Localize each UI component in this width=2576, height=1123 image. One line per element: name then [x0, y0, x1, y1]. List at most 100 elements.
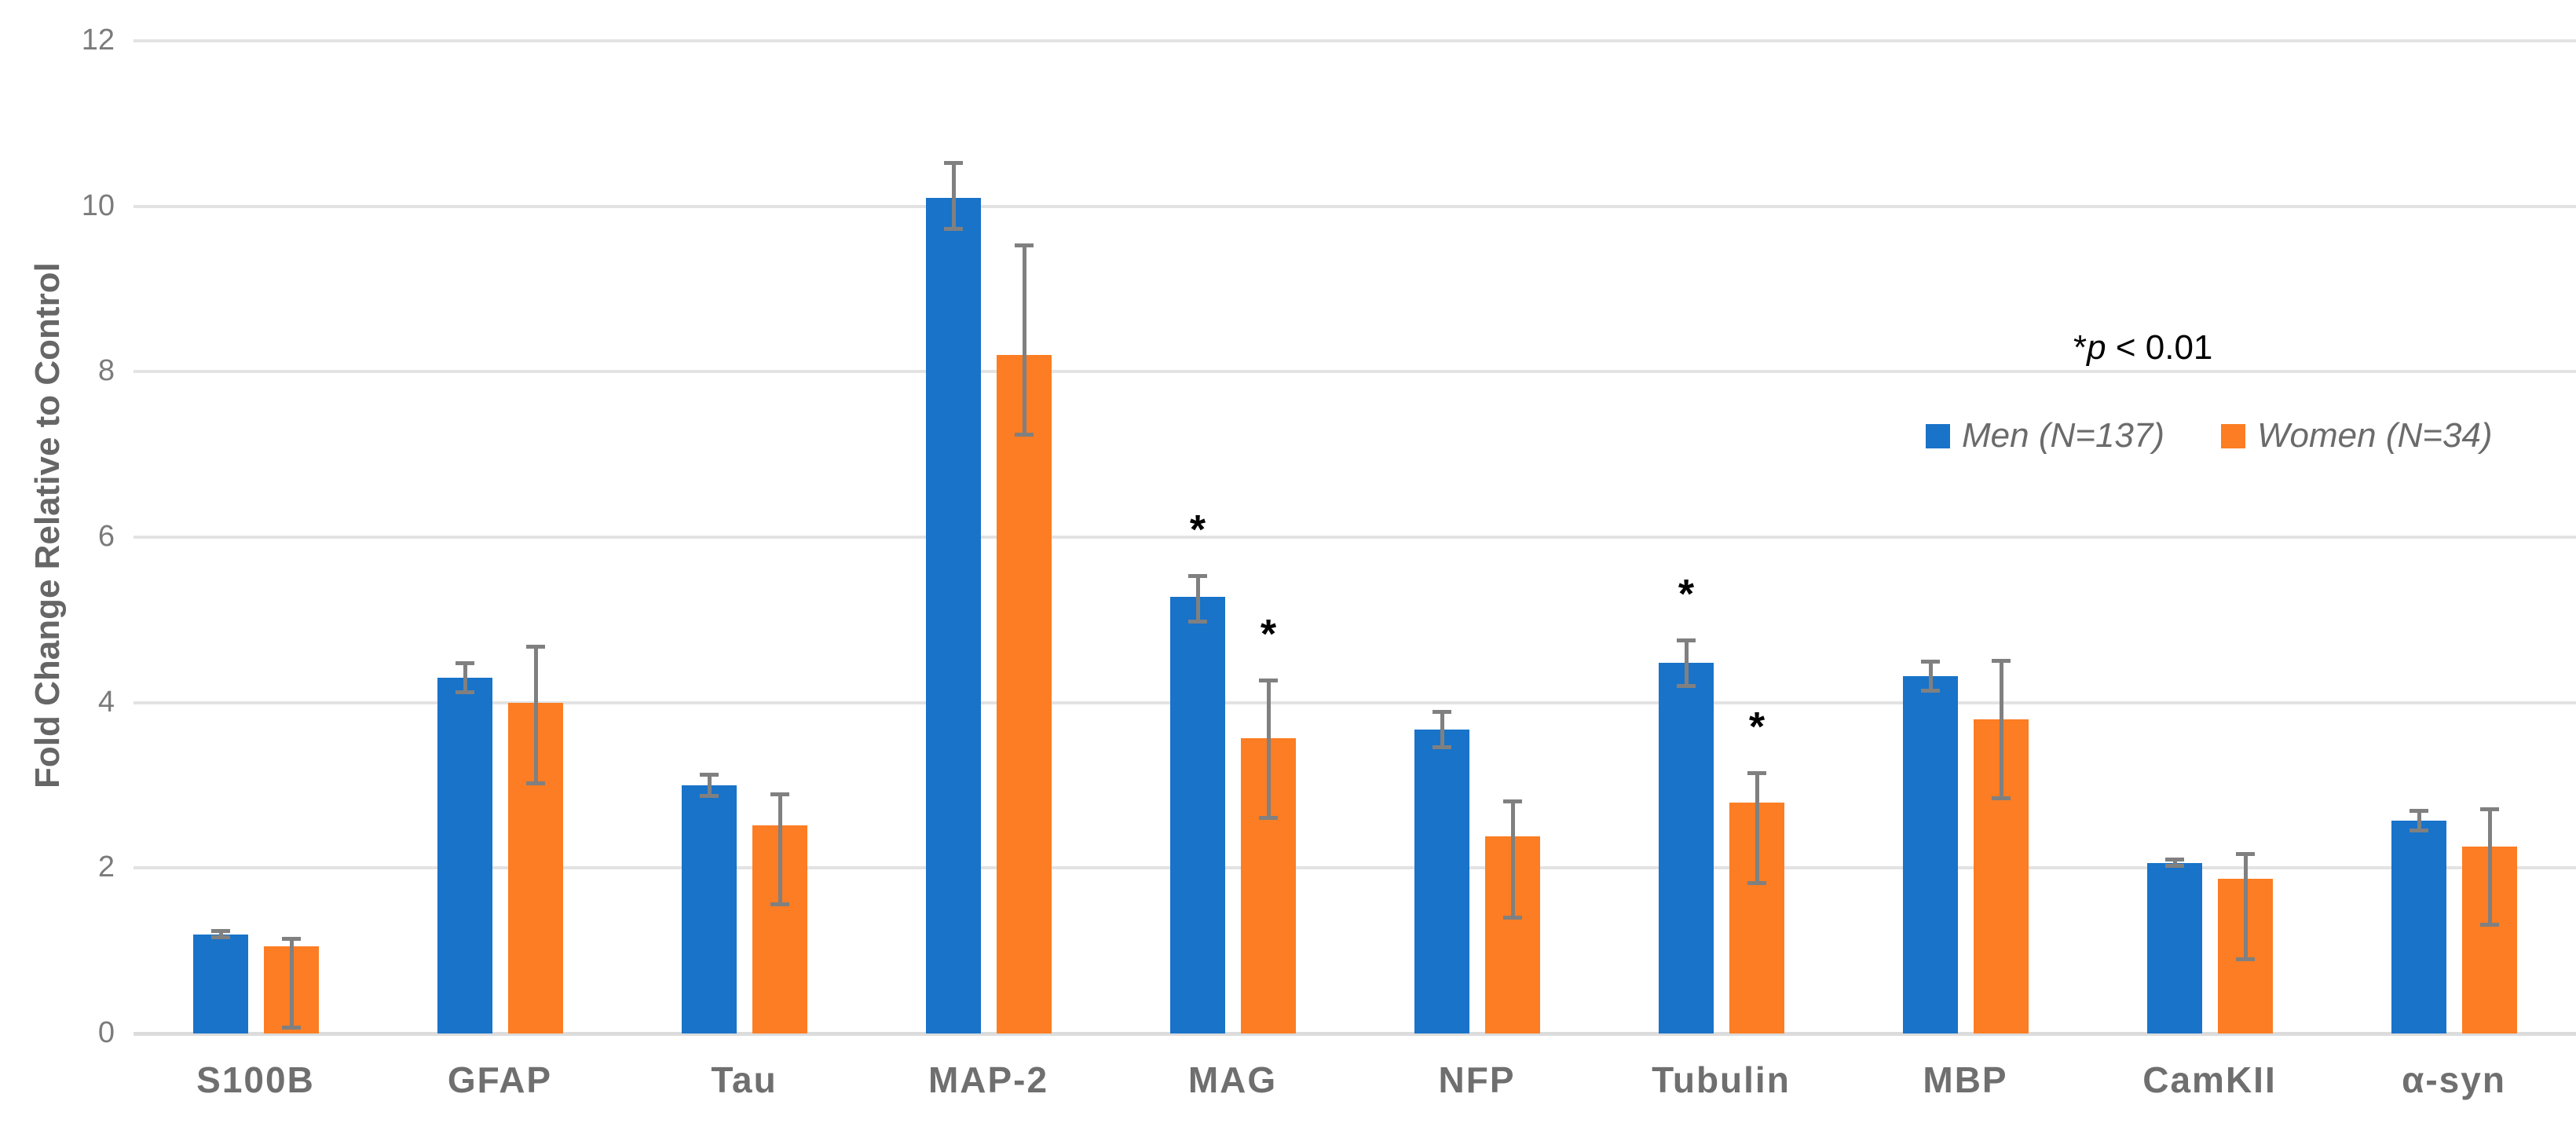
asterisk-women-MAG: * [1260, 612, 1277, 658]
error-bar-women-Tau-cap-bottom [770, 902, 789, 906]
error-bar-women-S100B-cap-bottom [282, 1025, 301, 1030]
men-series-swatch [1926, 423, 1950, 448]
error-bar-women-Tubulin-line [1755, 771, 1759, 886]
error-bar-women-MAP-2-cap-top [1015, 243, 1034, 248]
bar-men-MAG[interactable] [1170, 596, 1225, 1033]
significance-note-star: * [2073, 328, 2088, 367]
x-category-label-NFP: NFP [1438, 1059, 1516, 1100]
error-bar-women-S100B-cap-top [282, 936, 301, 941]
error-bar-women-α-syn-cap-top [2480, 807, 2499, 812]
error-bar-women-NFP-line [1510, 799, 1515, 920]
error-bar-women-MAG-line [1266, 679, 1271, 821]
error-bar-men-Tubulin-cap-top [1677, 638, 1696, 642]
error-bar-women-S100B-line [289, 936, 294, 1030]
asterisk-men-Tubulin: * [1678, 571, 1695, 617]
error-bar-men-MBP-line [1928, 659, 1933, 693]
error-bar-men-α-syn-cap-bottom [2410, 829, 2428, 833]
error-bar-men-MAP-2-cap-top [944, 160, 963, 165]
error-bar-women-GFAP-line [533, 644, 538, 785]
y-tick-label-10: 10 [81, 188, 115, 222]
bar-men-S100B[interactable] [193, 934, 248, 1033]
error-bar-women-NFP-cap-top [1503, 799, 1522, 803]
bar-men-Tau[interactable] [682, 785, 737, 1033]
error-bar-women-MBP-line [1999, 658, 2003, 800]
x-axis-line [134, 1032, 2576, 1036]
error-bar-women-MAG-cap-bottom [1259, 816, 1278, 821]
legend-item-women[interactable]: Women (N=34) [2221, 416, 2493, 455]
x-category-label-Tubulin: Tubulin [1652, 1059, 1791, 1100]
legend: Men (N=137) Women (N=34) [1926, 416, 2493, 455]
x-category-label-MBP: MBP [1923, 1059, 2008, 1100]
gridline-y-10 [134, 204, 2576, 208]
gridline-y-6 [134, 536, 2576, 540]
error-bar-women-Tubulin-cap-top [1747, 771, 1766, 776]
bar-men-MBP[interactable] [1903, 675, 1958, 1033]
error-bar-men-MAP-2-line [951, 160, 956, 232]
error-bar-men-α-syn-cap-top [2410, 808, 2428, 813]
error-bar-women-CamKII-line [2243, 852, 2248, 962]
error-bar-women-MBP-cap-bottom [1992, 796, 2011, 800]
women-series-swatch [2221, 423, 2246, 448]
bar-men-CamKII[interactable] [2147, 863, 2202, 1033]
error-bar-men-NFP-cap-bottom [1433, 744, 1451, 749]
error-bar-women-MAG-cap-top [1259, 679, 1278, 683]
error-bar-women-GFAP-cap-top [526, 644, 545, 649]
bar-men-MAP-2[interactable] [926, 198, 981, 1033]
error-bar-women-NFP-cap-bottom [1503, 915, 1522, 920]
significance-note-threshold: < 0.01 [2106, 328, 2213, 367]
error-bar-men-Tubulin-line [1684, 638, 1689, 688]
legend-item-men[interactable]: Men (N=137) [1926, 416, 2164, 455]
error-bar-women-MAP-2-line [1022, 243, 1026, 437]
error-bar-women-α-syn-cap-bottom [2480, 923, 2499, 927]
significance-note-p: p [2087, 328, 2106, 367]
y-tick-label-4: 4 [97, 685, 115, 719]
error-bar-men-NFP-cap-top [1433, 710, 1451, 715]
bar-men-Tubulin[interactable] [1659, 663, 1714, 1033]
gridline-y-4 [134, 701, 2576, 704]
x-category-label-S100B: S100B [196, 1059, 315, 1100]
error-bar-women-GFAP-cap-bottom [526, 781, 545, 785]
error-bar-men-MAG-cap-bottom [1188, 619, 1207, 624]
error-bar-men-CamKII-cap-bottom [2165, 864, 2184, 869]
error-bar-men-α-syn-line [2417, 808, 2421, 833]
error-bar-men-NFP-line [1440, 710, 1444, 749]
error-bar-men-Tau-cap-top [700, 773, 719, 777]
error-bar-men-GFAP-cap-top [456, 661, 474, 665]
error-bar-men-Tubulin-cap-bottom [1677, 683, 1696, 688]
gridline-y-12 [134, 39, 2576, 43]
x-category-label-GFAP: GFAP [447, 1059, 553, 1100]
error-bar-men-Tau-cap-bottom [700, 793, 719, 798]
y-tick-label-0: 0 [97, 1016, 115, 1049]
y-tick-label-2: 2 [97, 850, 115, 884]
error-bar-men-CamKII-cap-top [2165, 857, 2184, 861]
error-bar-men-S100B-cap-bottom [211, 935, 230, 939]
error-bar-men-MBP-cap-bottom [1921, 689, 1940, 693]
asterisk-men-MAG: * [1189, 507, 1206, 554]
bar-men-NFP[interactable] [1414, 730, 1469, 1033]
bar-men-GFAP[interactable] [437, 678, 492, 1033]
bar-women-MAP-2[interactable] [997, 355, 1052, 1033]
error-bar-men-S100B-line [218, 929, 223, 939]
x-category-label-α-syn: α-syn [2402, 1059, 2506, 1100]
error-bar-women-MAP-2-cap-bottom [1015, 432, 1034, 437]
legend-label-women: Women (N=34) [2257, 416, 2493, 455]
x-category-label-Tau: Tau [711, 1059, 778, 1100]
error-bar-men-CamKII-line [2172, 857, 2177, 869]
error-bar-men-GFAP-cap-bottom [456, 690, 474, 695]
y-tick-label-12: 12 [81, 24, 115, 57]
error-bar-men-MAP-2-cap-bottom [944, 227, 963, 232]
error-bar-women-α-syn-line [2487, 807, 2492, 927]
x-category-label-CamKII: CamKII [2142, 1059, 2277, 1100]
asterisk-women-Tubulin: * [1748, 704, 1766, 751]
error-bar-men-MAG-line [1195, 574, 1200, 624]
error-bar-men-MBP-cap-top [1921, 659, 1940, 664]
y-tick-label-6: 6 [97, 520, 115, 554]
error-bar-women-Tau-line [778, 792, 782, 906]
error-bar-women-MBP-cap-top [1992, 658, 2011, 663]
error-bar-men-S100B-cap-top [211, 929, 230, 934]
error-bar-women-CamKII-cap-bottom [2236, 957, 2255, 962]
y-tick-label-8: 8 [97, 354, 115, 388]
gridline-y-2 [134, 866, 2576, 870]
bar-men-α-syn[interactable] [2391, 821, 2446, 1033]
